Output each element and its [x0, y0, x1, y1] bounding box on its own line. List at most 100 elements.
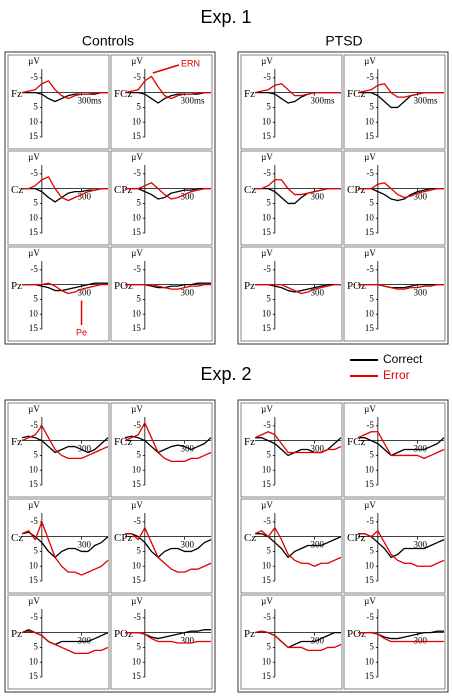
waveform [255, 533, 342, 558]
channel-label: Pz [244, 628, 255, 640]
waveform [358, 632, 444, 643]
waveform [358, 188, 444, 202]
panel-frame [240, 594, 343, 690]
y-tick-label: -5 [133, 72, 141, 82]
x-tick-label: 300 [311, 288, 325, 298]
y-tick-label: 5 [369, 293, 374, 303]
y-tick-label: 10 [132, 212, 142, 222]
panel-frame [7, 246, 110, 342]
y-tick-label: -5 [133, 420, 141, 430]
y-tick-label: 5 [33, 641, 38, 651]
y-axis-label: µV [28, 248, 40, 258]
waveform [125, 182, 211, 200]
waveform [124, 422, 212, 462]
y-tick-label: 10 [262, 560, 272, 570]
annotation-arrow [152, 64, 180, 74]
y-axis-label: µV [261, 596, 273, 606]
channel-label: Fz [244, 436, 255, 448]
y-tick-label: 5 [266, 449, 271, 459]
y-tick-label: 10 [29, 560, 39, 570]
figure-title: Exp. 1 [200, 7, 251, 27]
y-tick-label: 10 [365, 464, 375, 474]
channel-label: Cz [244, 184, 256, 196]
y-tick-label: 15 [29, 479, 39, 489]
x-tick-label: 300ms [414, 96, 439, 106]
waveform [254, 83, 341, 97]
channel-label: CPz [114, 184, 132, 196]
y-tick-label: 5 [369, 101, 374, 111]
y-tick-label: 10 [262, 212, 272, 222]
panel-frame [7, 498, 110, 594]
channel-label: CPz [114, 532, 132, 544]
y-axis-label: µV [364, 596, 376, 606]
channel-label: Fz [11, 436, 22, 448]
channel-label: Cz [11, 184, 23, 196]
waveform [255, 284, 341, 295]
panel-frame [7, 402, 110, 498]
y-axis-label: µV [28, 152, 40, 162]
y-tick-label: 10 [132, 656, 142, 666]
waveform [124, 435, 212, 454]
y-axis-label: µV [364, 404, 376, 414]
panel-frame [7, 594, 110, 690]
group-title: Controls [82, 33, 134, 49]
waveform [21, 630, 109, 654]
x-tick-label: 300 [414, 636, 428, 646]
y-axis-label: µV [28, 596, 40, 606]
annotation: Pe [76, 327, 87, 337]
y-tick-label: -5 [366, 168, 374, 178]
x-tick-label: 300 [181, 540, 195, 550]
y-tick-label: 15 [132, 575, 142, 585]
x-tick-label: 300 [181, 288, 195, 298]
panel-frame [343, 150, 446, 246]
x-tick-label: 300 [181, 192, 195, 202]
waveform [125, 284, 211, 290]
y-tick-label: 5 [266, 101, 271, 111]
y-tick-label: -5 [263, 264, 271, 274]
y-tick-label: -5 [30, 612, 38, 622]
panel-frame [343, 246, 446, 342]
y-tick-label: 15 [262, 131, 272, 141]
y-tick-label: 5 [136, 449, 141, 459]
y-tick-label: -5 [30, 420, 38, 430]
y-tick-label: -5 [263, 72, 271, 82]
panel-frame [7, 54, 110, 150]
y-axis-label: µV [28, 404, 40, 414]
y-tick-label: -5 [30, 264, 38, 274]
x-tick-label: 300ms [181, 96, 206, 106]
channel-label: Pz [11, 628, 22, 640]
y-tick-label: 5 [136, 197, 141, 207]
y-tick-label: 5 [266, 197, 271, 207]
y-tick-label: 15 [365, 671, 375, 681]
y-axis-label: µV [28, 56, 40, 66]
y-tick-label: 5 [266, 641, 271, 651]
channel-label: POz [347, 628, 366, 640]
y-tick-label: 10 [29, 212, 39, 222]
panel-frame [240, 150, 343, 246]
legend-label: Error [383, 368, 410, 382]
panel-frame [343, 54, 446, 150]
y-axis-label: µV [364, 500, 376, 510]
x-tick-label: 300 [414, 192, 428, 202]
panel-frame [110, 246, 213, 342]
waveform [21, 80, 108, 100]
y-axis-label: µV [131, 152, 143, 162]
y-tick-label: -5 [30, 72, 38, 82]
waveform [21, 521, 109, 576]
y-axis-label: µV [261, 404, 273, 414]
panel-frame [240, 246, 343, 342]
group-title: PTSD [325, 33, 362, 49]
waveform [254, 630, 342, 652]
y-tick-label: 10 [365, 116, 375, 126]
y-tick-label: 15 [262, 479, 272, 489]
y-axis-label: µV [261, 152, 273, 162]
waveform [21, 435, 109, 454]
y-tick-label: 15 [29, 131, 39, 141]
x-tick-label: 300ms [78, 96, 103, 106]
y-tick-label: 5 [33, 449, 38, 459]
waveform [125, 188, 211, 200]
x-tick-label: 300 [78, 288, 92, 298]
panel-frame [240, 498, 343, 594]
y-tick-label: 5 [136, 641, 141, 651]
